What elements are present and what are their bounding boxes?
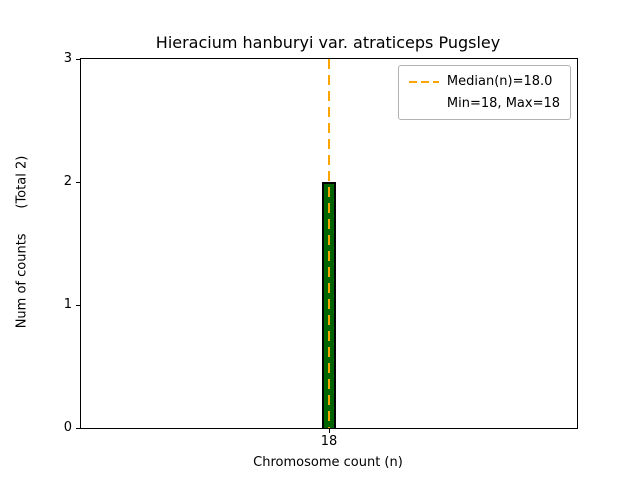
- chart-title: Hieracium hanburyi var. atraticeps Pugsl…: [155, 33, 501, 52]
- y-axis-label: Num of counts (Total 2): [14, 155, 30, 329]
- legend-label-median: Median(n)=18.0: [446, 74, 553, 89]
- legend-handle-spacer: [409, 103, 439, 105]
- y-tick-mark: [76, 428, 80, 429]
- y-tick-label: 1: [63, 297, 72, 312]
- x-tick-label: 18: [320, 434, 338, 449]
- plot-area: Median(n)=18.0 Min=18, Max=18: [80, 58, 578, 429]
- legend-entry-minmax: Min=18, Max=18: [409, 95, 560, 112]
- y-tick-mark: [76, 59, 80, 60]
- median-line: [328, 59, 330, 428]
- y-tick-mark: [76, 305, 80, 306]
- legend: Median(n)=18.0 Min=18, Max=18: [397, 65, 571, 120]
- y-tick-mark: [76, 182, 80, 183]
- legend-label-minmax: Min=18, Max=18: [446, 96, 560, 111]
- dashed-line-icon: [408, 80, 439, 83]
- y-tick-label: 3: [63, 51, 72, 66]
- x-tick-mark: [329, 429, 330, 433]
- y-tick-label: 2: [63, 174, 72, 189]
- legend-entry-median: Median(n)=18.0: [408, 73, 560, 90]
- x-axis-label: Chromosome count (n): [253, 455, 403, 470]
- y-tick-label: 0: [63, 420, 72, 435]
